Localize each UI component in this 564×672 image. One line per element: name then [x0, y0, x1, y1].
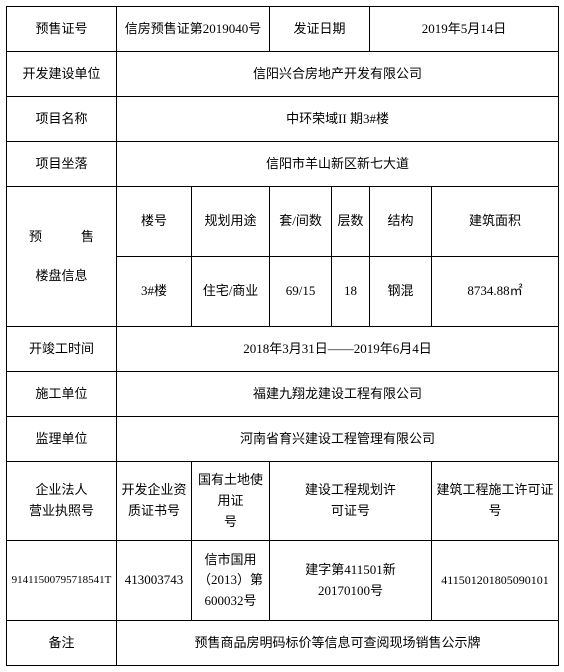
building-data-col1: 3#楼: [117, 257, 192, 327]
presale-permit-table: 预售证号 信房预售证第2019040号 发证日期 2019年5月14日 开发建设…: [6, 6, 559, 666]
land-use-label: 国有土地使用证 号: [192, 462, 270, 541]
building-data-col4: 18: [332, 257, 370, 327]
planning-permit-value: 建字第411501新 20170100号: [270, 541, 432, 621]
dev-qual-label-line2: 质证书号: [121, 501, 187, 522]
project-name-value: 中环荣域II 期3#楼: [117, 97, 559, 142]
construction-unit-label: 施工单位: [7, 372, 117, 417]
planning-permit-label-line2: 可证号: [274, 501, 427, 522]
start-time-label: 开竣工时间: [7, 327, 117, 372]
dev-qual-value: 413003743: [117, 541, 192, 621]
building-header-col6: 建筑面积: [432, 187, 559, 257]
construction-unit-value: 福建九翔龙建设工程有限公司: [117, 372, 559, 417]
construction-permit-value: 411501201805090101: [432, 541, 559, 621]
issue-date-label: 发证日期: [270, 7, 370, 52]
planning-permit-label-line1: 建设工程规划许: [274, 480, 427, 501]
building-header-col4: 层数: [332, 187, 370, 257]
building-header-col1: 楼号: [117, 187, 192, 257]
planning-permit-value-line2: 20170100号: [274, 581, 427, 602]
permit-number-label: 预售证号: [7, 7, 117, 52]
building-data-col2: 住宅/商业: [192, 257, 270, 327]
building-header-col3: 套/间数: [270, 187, 332, 257]
presale-info-label: 预 售 楼盘信息: [7, 187, 117, 327]
building-header-col2: 规划用途: [192, 187, 270, 257]
start-time-value: 2018年3月31日——2019年6月4日: [117, 327, 559, 372]
land-use-label-line1: 国有土地使用证: [196, 470, 265, 512]
presale-info-label-line1: 预 售: [11, 227, 112, 248]
dev-qual-label: 开发企业资 质证书号: [117, 462, 192, 541]
dev-qual-label-line1: 开发企业资: [121, 480, 187, 501]
permit-number-value: 信房预售证第2019040号: [117, 7, 270, 52]
building-data-col5: 钢混: [370, 257, 432, 327]
construction-permit-label: 建筑工程施工许可证号: [432, 462, 559, 541]
planning-permit-label: 建设工程规划许 可证号: [270, 462, 432, 541]
presale-info-label-line2: 楼盘信息: [11, 266, 112, 287]
land-use-value: 信市国用 （2013）第 600032号: [192, 541, 270, 621]
issue-date-value: 2019年5月14日: [370, 7, 559, 52]
remark-value: 预售商品房明码标价等信息可查阅现场销售公示牌: [117, 621, 559, 666]
planning-permit-value-line1: 建字第411501新: [274, 560, 427, 581]
project-location-value: 信阳市羊山新区新七大道: [117, 142, 559, 187]
developer-label: 开发建设单位: [7, 52, 117, 97]
biz-license-label-line1: 企业法人: [11, 480, 112, 501]
biz-license-label-line2: 营业执照号: [11, 501, 112, 522]
biz-license-label: 企业法人 营业执照号: [7, 462, 117, 541]
land-use-label-line2: 号: [196, 512, 265, 533]
developer-value: 信阳兴合房地产开发有限公司: [117, 52, 559, 97]
land-use-value-line1: 信市国用: [196, 550, 265, 571]
building-header-col5: 结构: [370, 187, 432, 257]
project-name-label: 项目名称: [7, 97, 117, 142]
building-data-col6: 8734.88㎡: [432, 257, 559, 327]
land-use-value-line2: （2013）第: [196, 570, 265, 591]
supervision-unit-label: 监理单位: [7, 417, 117, 462]
land-use-value-line3: 600032号: [196, 591, 265, 612]
supervision-unit-value: 河南省育兴建设工程管理有限公司: [117, 417, 559, 462]
biz-license-value: 91411500795718541T: [7, 541, 117, 621]
building-data-col3: 69/15: [270, 257, 332, 327]
project-location-label: 项目坐落: [7, 142, 117, 187]
remark-label: 备注: [7, 621, 117, 666]
